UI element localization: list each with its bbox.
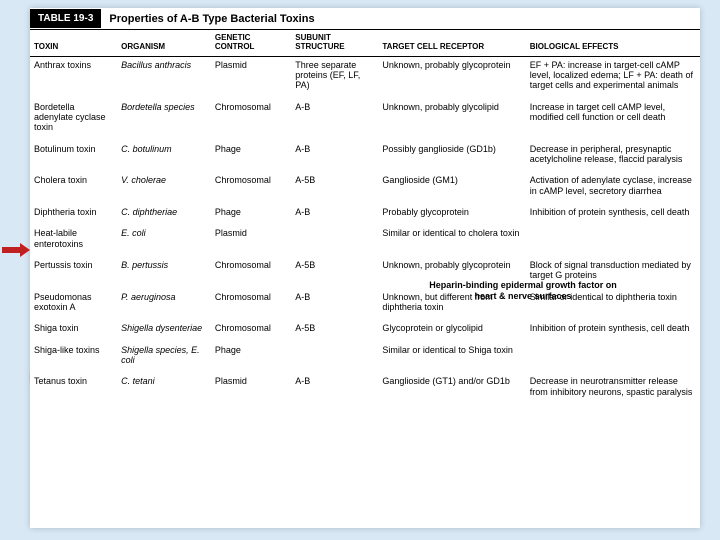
table-body: Anthrax toxinsBacillus anthracisPlasmidT… bbox=[30, 56, 700, 405]
cell-genetic: Chromosomal bbox=[211, 99, 291, 141]
table-row: Bordetella adenylate cyclase toxinBordet… bbox=[30, 99, 700, 141]
cell-receptor: Ganglioside (GM1) bbox=[378, 172, 525, 204]
cell-toxin: Diphtheria toxin bbox=[30, 204, 117, 225]
cell-receptor: Possibly ganglioside (GD1b) bbox=[378, 141, 525, 173]
cell-organism: E. coli bbox=[117, 225, 211, 257]
cell-organism: V. cholerae bbox=[117, 172, 211, 204]
col-header: GENETIC CONTROL bbox=[211, 30, 291, 56]
cell-organism: Bordetella species bbox=[117, 99, 211, 141]
cell-genetic: Chromosomal bbox=[211, 172, 291, 204]
cell-toxin: Bordetella adenylate cyclase toxin bbox=[30, 99, 117, 141]
cell-organism: Shigella dysenteriae bbox=[117, 320, 211, 341]
cell-effects bbox=[526, 342, 700, 374]
col-header: BIOLOGICAL EFFECTS bbox=[526, 30, 700, 56]
cell-genetic: Plasmid bbox=[211, 56, 291, 99]
cell-receptor: Similar or identical to cholera toxin bbox=[378, 225, 525, 257]
table-page: TABLE 19-3 Properties of A-B Type Bacter… bbox=[30, 8, 700, 528]
cell-organism: P. aeruginosa bbox=[117, 289, 211, 321]
cell-organism: C. botulinum bbox=[117, 141, 211, 173]
title-bar: TABLE 19-3 Properties of A-B Type Bacter… bbox=[30, 8, 700, 30]
cell-subunit: A-B bbox=[291, 141, 378, 173]
cell-toxin: Shiga toxin bbox=[30, 320, 117, 341]
cell-effects bbox=[526, 225, 700, 257]
cell-toxin: Botulinum toxin bbox=[30, 141, 117, 173]
table-row: Shiga toxinShigella dysenteriaeChromosom… bbox=[30, 320, 700, 341]
col-header: ORGANISM bbox=[117, 30, 211, 56]
cell-organism: C. diphtheriae bbox=[117, 204, 211, 225]
cell-subunit: A-5B bbox=[291, 257, 378, 289]
cell-subunit: A-B bbox=[291, 204, 378, 225]
cell-subunit: A-B bbox=[291, 289, 378, 321]
cell-subunit bbox=[291, 342, 378, 374]
cell-effects: EF + PA: increase in target-cell cAMP le… bbox=[526, 56, 700, 99]
table-row: Anthrax toxinsBacillus anthracisPlasmidT… bbox=[30, 56, 700, 99]
col-header: TOXIN bbox=[30, 30, 117, 56]
cell-receptor: Probably glycoprotein bbox=[378, 204, 525, 225]
cell-organism: C. tetani bbox=[117, 373, 211, 405]
cell-genetic: Phage bbox=[211, 342, 291, 374]
cell-toxin: Pseudomonas exotoxin A bbox=[30, 289, 117, 321]
cell-effects: Decrease in neurotransmitter release fro… bbox=[526, 373, 700, 405]
cell-subunit: A-5B bbox=[291, 320, 378, 341]
cell-subunit: Three separate proteins (EF, LF, PA) bbox=[291, 56, 378, 99]
cell-subunit bbox=[291, 225, 378, 257]
cell-receptor: Ganglioside (GT1) and/or GD1b bbox=[378, 373, 525, 405]
cell-subunit: A-5B bbox=[291, 172, 378, 204]
cell-receptor: Unknown, probably glycolipid bbox=[378, 99, 525, 141]
cell-subunit: A-B bbox=[291, 373, 378, 405]
cell-toxin: Anthrax toxins bbox=[30, 56, 117, 99]
cell-genetic: Plasmid bbox=[211, 373, 291, 405]
cell-organism: B. pertussis bbox=[117, 257, 211, 289]
cell-toxin: Cholera toxin bbox=[30, 172, 117, 204]
cell-toxin: Pertussis toxin bbox=[30, 257, 117, 289]
cell-genetic: Plasmid bbox=[211, 225, 291, 257]
toxin-table: TOXIN ORGANISM GENETIC CONTROL SUBUNIT S… bbox=[30, 30, 700, 405]
annotation-overlay: Heparin-binding epidermal growth factor … bbox=[428, 280, 618, 302]
table-row: Tetanus toxinC. tetaniPlasmidA-BGanglios… bbox=[30, 373, 700, 405]
cell-effects: Increase in target cell cAMP level, modi… bbox=[526, 99, 700, 141]
header-row: TOXIN ORGANISM GENETIC CONTROL SUBUNIT S… bbox=[30, 30, 700, 56]
table-label: TABLE 19-3 bbox=[30, 9, 101, 28]
cell-subunit: A-B bbox=[291, 99, 378, 141]
cell-receptor: Glycoprotein or glycolipid bbox=[378, 320, 525, 341]
cell-effects: Activation of adenylate cyclase, increas… bbox=[526, 172, 700, 204]
cell-genetic: Chromosomal bbox=[211, 320, 291, 341]
cell-toxin: Tetanus toxin bbox=[30, 373, 117, 405]
col-header: TARGET CELL RECEPTOR bbox=[378, 30, 525, 56]
table-row: Cholera toxinV. choleraeChromosomalA-5BG… bbox=[30, 172, 700, 204]
cell-receptor: Unknown, probably glycoprotein bbox=[378, 56, 525, 99]
table-row: Botulinum toxinC. botulinumPhageA-BPossi… bbox=[30, 141, 700, 173]
cell-genetic: Chromosomal bbox=[211, 257, 291, 289]
table-row: Shiga-like toxinsShigella species, E. co… bbox=[30, 342, 700, 374]
table-row: Diphtheria toxinC. diphtheriaePhageA-BPr… bbox=[30, 204, 700, 225]
cell-receptor: Similar or identical to Shiga toxin bbox=[378, 342, 525, 374]
cell-genetic: Phage bbox=[211, 141, 291, 173]
col-header: SUBUNIT STRUCTURE bbox=[291, 30, 378, 56]
table-title: Properties of A-B Type Bacterial Toxins bbox=[101, 13, 314, 25]
cell-effects: Decrease in peripheral, presynaptic acet… bbox=[526, 141, 700, 173]
cell-genetic: Chromosomal bbox=[211, 289, 291, 321]
cell-effects: Inhibition of protein synthesis, cell de… bbox=[526, 320, 700, 341]
cell-organism: Shigella species, E. coli bbox=[117, 342, 211, 374]
cell-organism: Bacillus anthracis bbox=[117, 56, 211, 99]
cell-toxin: Heat-labile enterotoxins bbox=[30, 225, 117, 257]
cell-toxin: Shiga-like toxins bbox=[30, 342, 117, 374]
cell-effects: Inhibition of protein synthesis, cell de… bbox=[526, 204, 700, 225]
cell-genetic: Phage bbox=[211, 204, 291, 225]
table-row: Heat-labile enterotoxinsE. coliPlasmid Si… bbox=[30, 225, 700, 257]
